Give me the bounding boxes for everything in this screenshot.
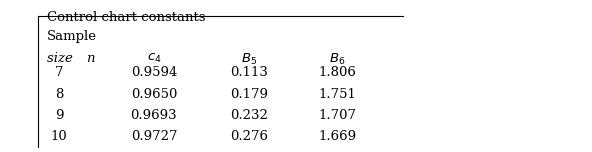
Text: 0.9727: 0.9727 (131, 130, 177, 143)
Text: $c_4$: $c_4$ (147, 52, 161, 65)
Text: Control chart constants: Control chart constants (47, 11, 206, 24)
Text: 10: 10 (51, 130, 67, 143)
Text: 0.9594: 0.9594 (131, 66, 177, 79)
Text: 9: 9 (55, 109, 63, 122)
Text: 0.179: 0.179 (230, 88, 268, 101)
Text: 1.751: 1.751 (318, 88, 356, 101)
Text: $B_5$: $B_5$ (240, 52, 257, 67)
Text: 0.113: 0.113 (230, 66, 268, 79)
Text: 0.232: 0.232 (230, 109, 268, 122)
Text: size: size (47, 52, 78, 65)
Text: $B_6$: $B_6$ (329, 52, 346, 67)
Text: 1.669: 1.669 (318, 130, 356, 143)
Text: 0.276: 0.276 (230, 130, 268, 143)
Text: 1.806: 1.806 (318, 66, 356, 79)
Text: Sample: Sample (47, 30, 97, 43)
Text: 1.707: 1.707 (318, 109, 356, 122)
Text: n: n (86, 52, 94, 65)
Text: 7: 7 (55, 66, 63, 79)
Text: 0.9650: 0.9650 (131, 88, 177, 101)
Text: 8: 8 (55, 88, 63, 101)
Text: 0.9693: 0.9693 (131, 109, 177, 122)
